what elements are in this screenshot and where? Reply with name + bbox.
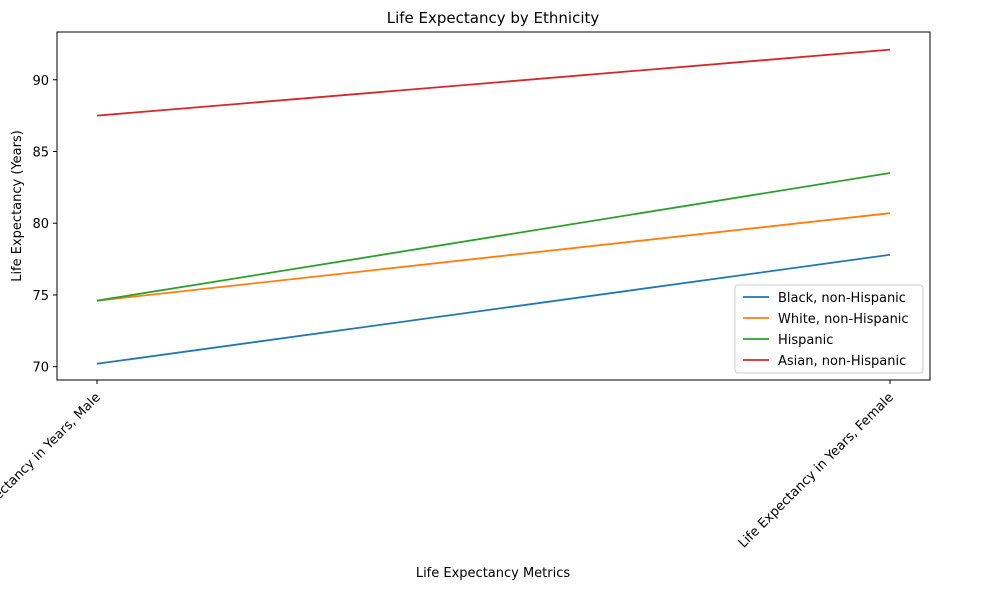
legend-entry-label: Asian, non-Hispanic — [778, 354, 906, 369]
legend-entry-label: Hispanic — [778, 333, 833, 348]
x-tick-label: Life Expectancy in Years, Male — [0, 390, 104, 540]
y-axis-label: Life Expectancy (Years) — [10, 130, 25, 282]
y-tick-label: 85 — [32, 145, 49, 160]
legend: Black, non-Hispanic White, non-Hispanic Hi… — [734, 284, 924, 374]
legend-entry-label: White, non-Hispanic — [778, 312, 909, 327]
series-line-0 — [96, 253, 891, 365]
series-line-3 — [96, 48, 891, 117]
y-tick-label: 70 — [32, 361, 49, 376]
y-tick-label: 80 — [32, 217, 49, 232]
x-tick-label: Life Expectancy in Years, Female — [736, 390, 897, 551]
y-tick-label: 90 — [32, 74, 49, 89]
x-axis-label: Life Expectancy Metrics — [416, 566, 571, 581]
legend-entry-label: Black, non-Hispanic — [778, 291, 906, 306]
series-line-1 — [96, 212, 891, 302]
y-tick-label: 75 — [32, 289, 49, 304]
series-line-2 — [96, 172, 891, 302]
legend-box — [734, 284, 924, 374]
chart-title: Life Expectancy by Ethnicity — [387, 9, 600, 27]
plot-area-frame — [56, 31, 931, 381]
